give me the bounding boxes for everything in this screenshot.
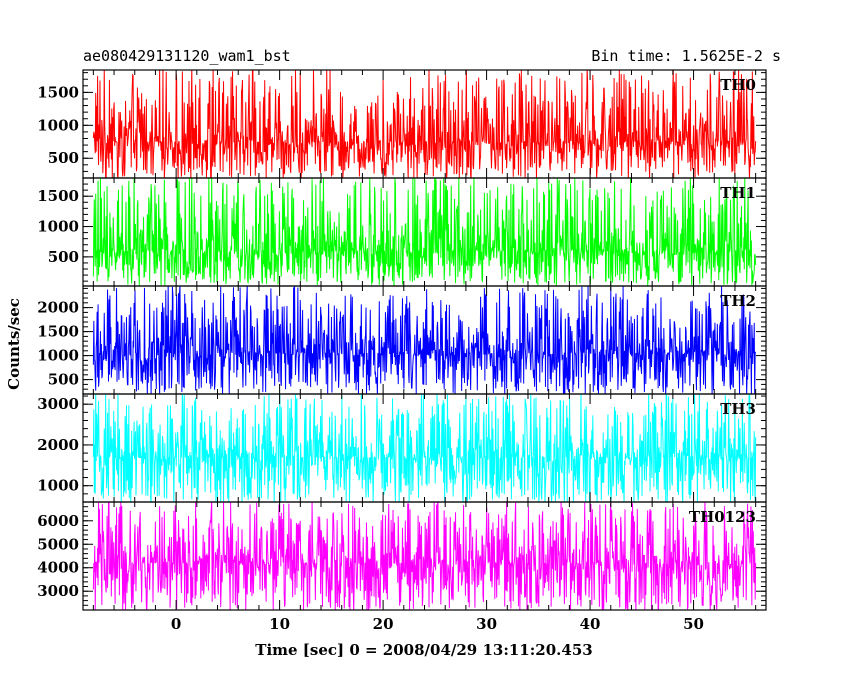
bin-time-label: Bin time: 1.5625E-2 s	[591, 47, 781, 65]
x-tick-label: 50	[683, 615, 704, 633]
y-tick-label: 5000	[37, 535, 79, 553]
y-tick-label: 2000	[37, 436, 79, 454]
y-tick-label: 4000	[37, 559, 79, 577]
y-tick-label: 2000	[37, 299, 79, 317]
y-tick-label: 1500	[37, 83, 79, 101]
y-tick-label: 1000	[37, 477, 79, 495]
panel-label-th0: TH0	[720, 76, 756, 94]
panel-th3: 1000 2000 3000 TH3	[37, 393, 767, 503]
panel-label-th3: TH3	[720, 400, 756, 418]
panel-label-th2: TH2	[720, 292, 756, 310]
y-axis-title: Counts/sec	[5, 298, 23, 390]
panel-data-group	[92, 286, 757, 394]
panel-label-th1: TH1	[720, 184, 756, 202]
x-tick-label: 20	[373, 615, 394, 633]
y-tick-label: 1500	[37, 323, 79, 341]
plot-title: ae080429131120_wam1_bst	[83, 47, 291, 65]
y-tick-label: 1000	[37, 347, 79, 365]
x-tick-label: 0	[171, 615, 181, 633]
y-tick-label: 500	[48, 248, 79, 266]
panel-th0: 500 1000 1500 TH0	[37, 69, 767, 179]
y-tick-label: 3000	[37, 395, 79, 413]
series-th1-line	[92, 178, 757, 286]
panel-th2: 500 1000 1500 2000 TH2	[37, 285, 767, 395]
x-tick-label: 10	[269, 615, 290, 633]
y-tick-label: 1000	[37, 116, 79, 134]
panel-data-group	[92, 394, 757, 502]
y-tick-label: 500	[48, 371, 79, 389]
panel-data-group	[92, 70, 757, 178]
x-tick-label: 30	[476, 615, 497, 633]
y-tick-label: 500	[48, 149, 79, 167]
x-axis-title: Time [sec] 0 = 2008/04/29 13:11:20.453	[255, 641, 592, 659]
panel-label-th0123: TH0123	[689, 508, 756, 526]
series-th0-line	[92, 70, 757, 178]
series-th0123-line	[92, 502, 757, 610]
y-tick-label: 6000	[37, 512, 79, 530]
panel-data-group	[92, 178, 757, 286]
panel-th1: 500 1000 1500 TH1	[37, 177, 767, 287]
y-tick-label: 1500	[37, 187, 79, 205]
x-tick-label: 40	[580, 615, 601, 633]
y-tick-label: 1000	[37, 218, 79, 236]
series-th3-line	[92, 394, 757, 502]
panel-data-group	[92, 502, 757, 610]
series-th2-line	[92, 286, 757, 394]
y-tick-label: 3000	[37, 582, 79, 600]
panel-th0123: 3000 4000 5000 6000 TH0123	[37, 501, 767, 611]
